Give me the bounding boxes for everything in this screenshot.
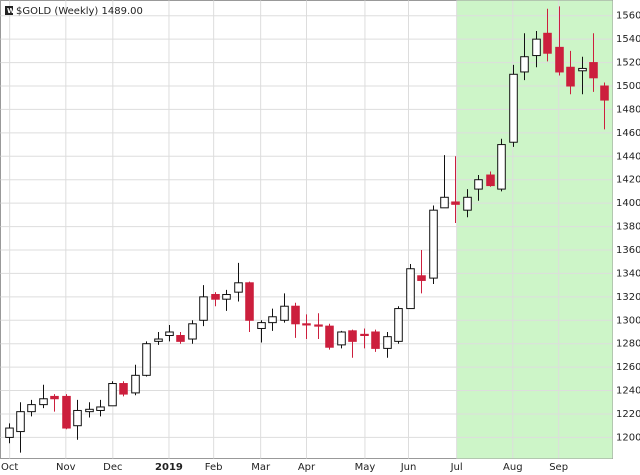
candle-body [291,305,300,325]
x-tick-label: Jul [450,462,463,473]
y-tick-label: 1380 [616,222,640,233]
plot [0,0,613,459]
candle-body [16,411,25,433]
candle-body [486,174,495,187]
candle-body [176,335,185,342]
x-tick-label: 2019 [155,462,183,473]
y-tick-label: 1480 [616,104,640,115]
candle-body [211,294,220,300]
candle-body [268,316,277,324]
x-tick-label: Mar [251,462,271,473]
y-tick-label: 1260 [616,362,640,373]
candle-body [394,308,403,342]
y-tick-label: 1240 [616,386,640,397]
candle-body [5,427,14,438]
candle-body [417,275,426,281]
logo-mark: W [7,7,15,15]
candle-body [131,374,140,394]
candle-body [509,73,518,143]
candle-body [280,305,289,321]
candle-body [73,409,82,427]
candle-body [497,144,506,190]
x-tick-label: Jun [400,462,417,473]
y-tick-label: 1300 [616,315,640,326]
y-tick-label: 1340 [616,268,640,279]
x-tick-label: Sep [549,462,568,473]
y-tick-label: 1460 [616,128,640,139]
candle-body [199,296,208,321]
x-tick-label: May [355,462,376,473]
x-tick-label: Nov [56,462,76,473]
candle-body [520,56,529,73]
highlight-region [456,0,613,459]
y-tick-label: 1520 [616,58,640,69]
candle-body [27,404,36,413]
candle-body [62,395,71,429]
y-tick-label: 1400 [616,198,640,209]
y-tick-label: 1560 [616,11,640,22]
y-tick-label: 1540 [616,34,640,45]
candle-body [165,331,174,337]
candle-body [302,323,311,326]
candle-body [108,383,117,407]
candle-body [578,67,587,72]
candle-body [119,383,128,395]
candle-body [543,32,552,54]
chart-title: $GOLD (Weekly) 1489.00 [16,6,143,17]
candle-body [154,338,163,342]
y-tick-label: 1280 [616,339,640,350]
candle-body [85,408,94,413]
candle-body [222,294,231,300]
candle-body [383,336,392,349]
candle-body [451,201,460,205]
candle-body [555,46,564,73]
y-tick-label: 1320 [616,292,640,303]
logo [5,6,13,15]
candle-body [234,282,243,293]
candle-body [188,323,197,340]
x-tick-label: Feb [205,462,223,473]
x-tick-label: Aug [503,462,523,473]
candle-body [589,62,598,79]
candle-body [142,343,151,376]
candle-body [50,395,59,400]
candle-body [371,331,380,349]
candle-body [600,85,609,101]
y-tick-label: 1200 [616,432,640,443]
y-tick-label: 1360 [616,245,640,256]
x-tick-label: Apr [298,462,316,473]
candle-body [532,38,541,57]
candle-body [325,325,334,348]
x-tick-label: Dec [103,462,122,473]
y-tick-label: 1500 [616,81,640,92]
candle-body [566,66,575,87]
candle-body [463,196,472,211]
y-tick-label: 1220 [616,409,640,420]
candle-body [257,322,266,329]
candle-body [348,330,357,342]
candle-body [474,179,483,190]
candle-body [96,406,105,411]
candle-body [314,324,323,327]
candle-body [429,209,438,279]
candle-body [337,331,346,346]
candle-body [39,398,48,406]
candle-body [406,268,415,310]
candle-body [360,333,369,337]
candle-body [440,196,449,209]
y-tick-label: 1440 [616,151,640,162]
x-tick-label: Oct [1,462,18,473]
y-tick-label: 1420 [616,175,640,186]
candle-body [245,282,254,321]
